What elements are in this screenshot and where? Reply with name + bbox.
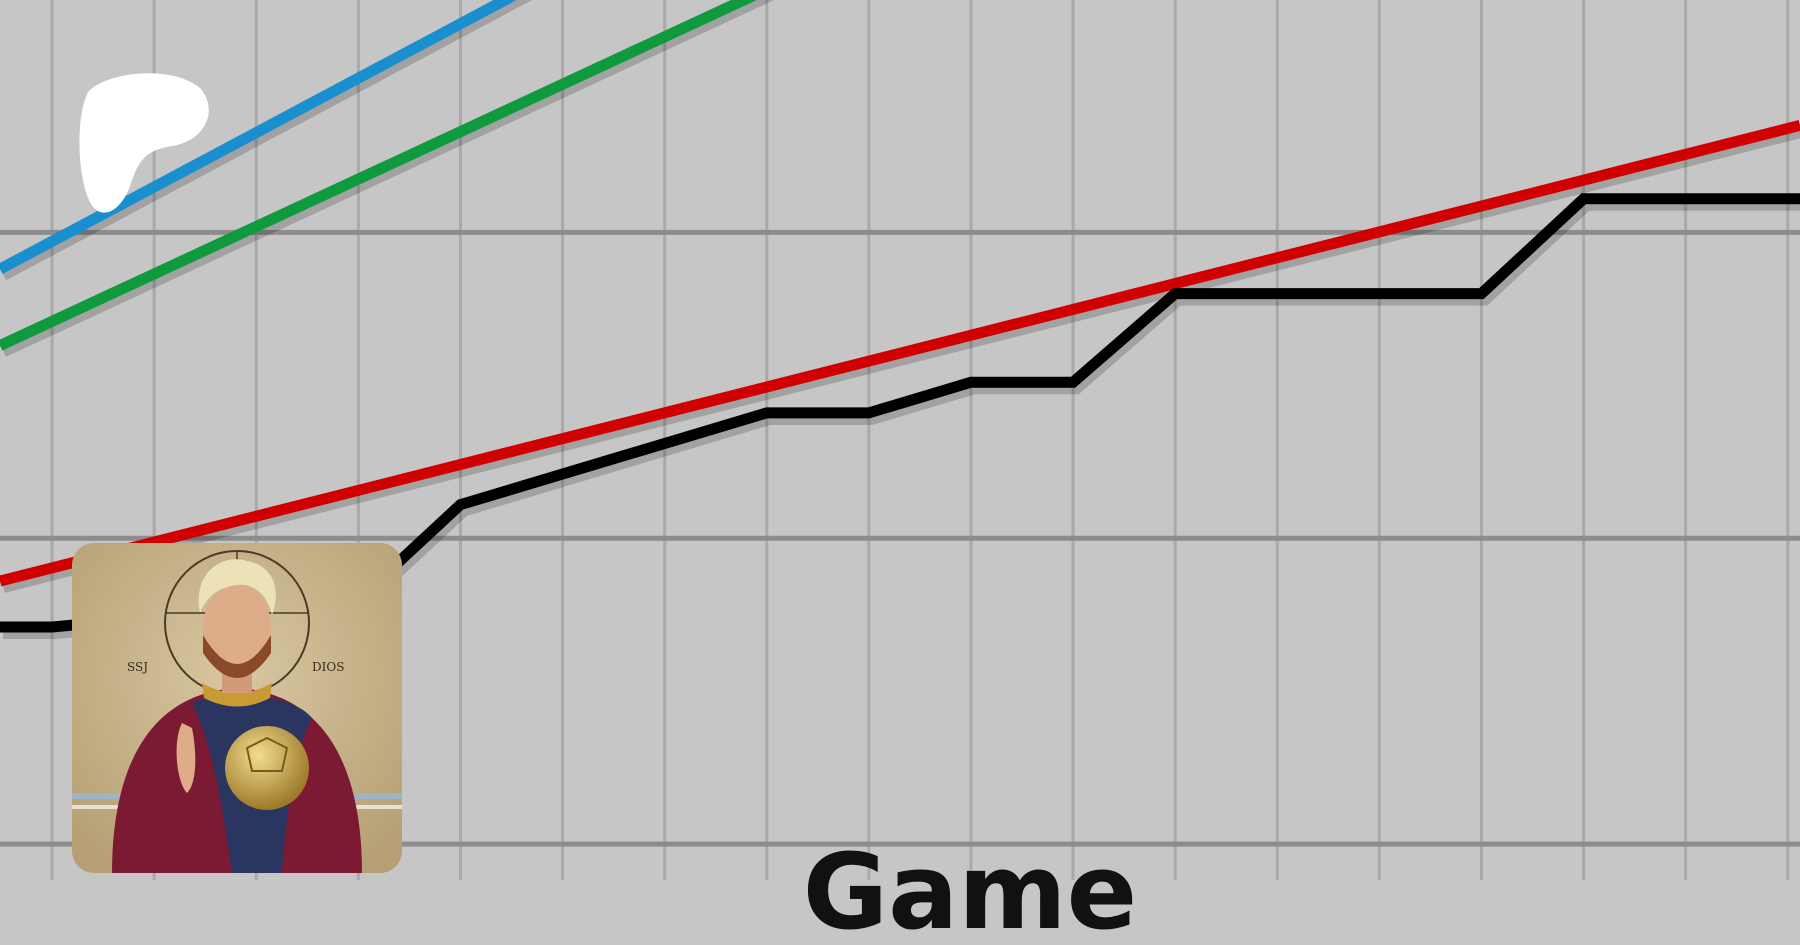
- series-line-2: [0, 120, 1800, 587]
- series-line-0: [0, 0, 517, 274]
- series-shadow: [0, 0, 533, 281]
- patreon-logo-icon[interactable]: [76, 70, 212, 218]
- avatar[interactable]: SSJ DIOS: [72, 543, 402, 873]
- series-line-1: [0, 0, 757, 351]
- svg-text:DIOS: DIOS: [312, 660, 344, 674]
- x-axis-label: Game: [803, 831, 1137, 945]
- series-shadow: [1, 123, 1800, 593]
- svg-text:SSJ: SSJ: [127, 660, 148, 674]
- series-shadow: [0, 0, 775, 357]
- avatar-image: SSJ DIOS: [72, 543, 402, 873]
